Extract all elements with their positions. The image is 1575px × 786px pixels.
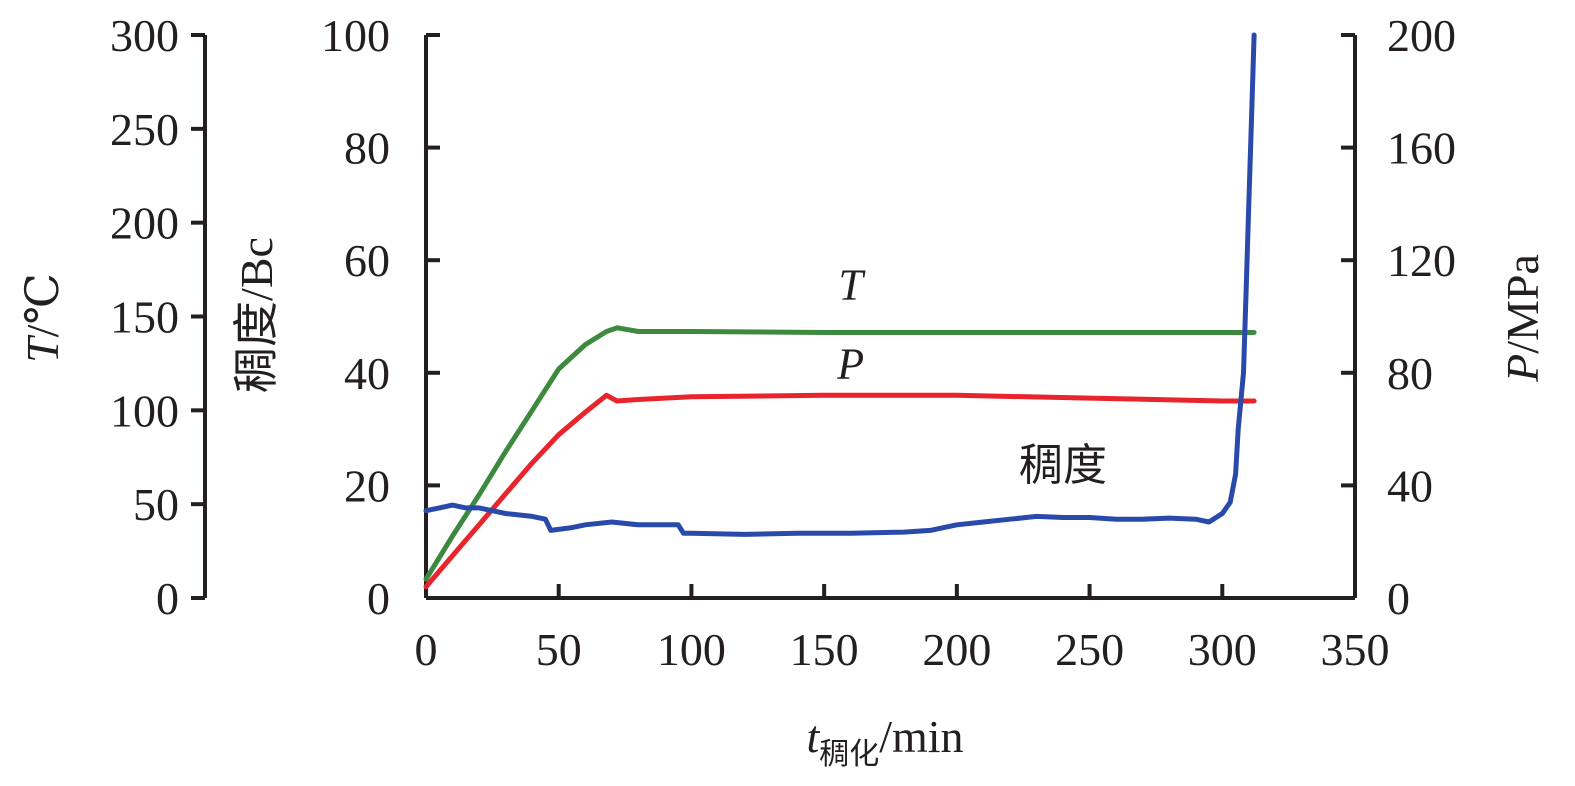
temperature-tick-label: 100 xyxy=(110,385,179,436)
consistency-tick-label: 80 xyxy=(344,123,390,174)
x-axis-title: t稠化/min xyxy=(806,711,963,771)
axes-layer xyxy=(191,33,1357,600)
pressure-tick-label: 200 xyxy=(1387,10,1456,61)
consistency-axis-title: 稠度/Bc xyxy=(231,237,282,393)
series-annotation: P xyxy=(836,339,864,388)
pressure-tick-label: 120 xyxy=(1387,235,1456,286)
pressure-tick-label: 0 xyxy=(1387,573,1410,624)
x-tick-label: 300 xyxy=(1188,624,1257,675)
x-tick-label: 50 xyxy=(536,624,582,675)
pressure-tick-label: 80 xyxy=(1387,348,1433,399)
x-tick-label: 150 xyxy=(790,624,859,675)
x-tick-label: 0 xyxy=(415,624,438,675)
temperature-tick-label: 150 xyxy=(110,292,179,343)
temperature-tick-label: 200 xyxy=(110,198,179,249)
temperature-tick-label: 50 xyxy=(133,479,179,530)
series-line-pressure xyxy=(423,392,1257,590)
consistency-tick-label: 100 xyxy=(321,10,390,61)
x-tick-label: 350 xyxy=(1321,624,1390,675)
pressure-tick-label: 160 xyxy=(1387,123,1456,174)
labels-layer: 0 50 100 150 200 250 300 T/℃ 0 20 40 60 80 100 稠度/Bc 0 4… xyxy=(17,10,1548,771)
temperature-axis-title: T/℃ xyxy=(17,273,68,363)
x-tick-label: 100 xyxy=(657,624,726,675)
consistency-tick-label: 20 xyxy=(344,460,390,511)
consistency-tick-label: 0 xyxy=(367,573,390,624)
x-tick-label: 250 xyxy=(1055,624,1124,675)
series-line-temperature xyxy=(423,325,1257,582)
pressure-axis-title: P/MPa xyxy=(1497,254,1548,383)
series-annotation: T xyxy=(838,261,866,310)
temperature-tick-label: 250 xyxy=(110,104,179,155)
consistency-tick-label: 40 xyxy=(344,348,390,399)
temperature-tick-label: 0 xyxy=(156,573,179,624)
temperature-tick-label: 300 xyxy=(110,10,179,61)
pressure-tick-label: 40 xyxy=(1387,460,1433,511)
series-line-consistency xyxy=(423,32,1257,537)
x-tick-label: 200 xyxy=(922,624,991,675)
series-layer xyxy=(423,32,1257,590)
consistency-tick-label: 60 xyxy=(344,235,390,286)
series-annotation: 稠度 xyxy=(1019,441,1107,490)
